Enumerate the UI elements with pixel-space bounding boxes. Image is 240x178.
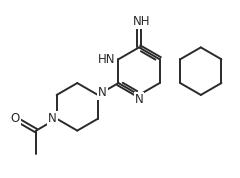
Text: N: N [98, 86, 107, 99]
Text: N: N [135, 93, 144, 106]
Text: O: O [10, 112, 20, 125]
Text: NH: NH [133, 15, 151, 28]
Text: HN: HN [97, 53, 115, 66]
Text: N: N [48, 112, 57, 125]
